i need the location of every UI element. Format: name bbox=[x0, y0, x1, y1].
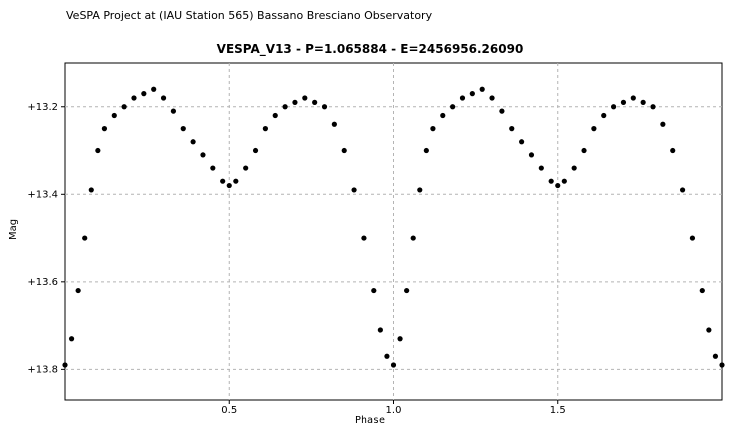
data-point bbox=[361, 235, 367, 241]
data-point bbox=[410, 235, 416, 241]
data-point bbox=[88, 187, 94, 193]
y-tick-label: +13.2 bbox=[27, 102, 58, 113]
data-point bbox=[620, 99, 627, 105]
data-point bbox=[706, 327, 712, 333]
data-point bbox=[469, 91, 475, 97]
data-point bbox=[404, 287, 410, 294]
observatory-header: VeSPA Project at (IAU Station 565) Bassa… bbox=[66, 9, 433, 22]
data-point bbox=[571, 165, 577, 171]
data-point bbox=[384, 353, 390, 359]
data-point bbox=[440, 112, 446, 119]
data-point bbox=[331, 121, 337, 127]
data-point bbox=[220, 178, 226, 184]
data-point bbox=[141, 91, 147, 97]
data-point bbox=[660, 121, 666, 127]
data-point bbox=[190, 139, 196, 145]
data-point bbox=[262, 126, 268, 132]
data-point bbox=[430, 126, 436, 132]
x-axis-label: Phase bbox=[354, 415, 386, 426]
data-point bbox=[131, 95, 137, 101]
data-point bbox=[151, 86, 157, 92]
data-point bbox=[650, 104, 656, 110]
data-point bbox=[170, 108, 177, 114]
y-tick-label: +13.8 bbox=[27, 364, 58, 375]
y-tick-label: +13.4 bbox=[27, 189, 58, 200]
data-point bbox=[312, 99, 318, 105]
data-point bbox=[82, 235, 88, 241]
data-point bbox=[610, 104, 617, 110]
data-point bbox=[581, 147, 587, 154]
data-point bbox=[519, 139, 525, 145]
data-point bbox=[561, 178, 567, 184]
data-point bbox=[670, 147, 676, 154]
data-point bbox=[499, 108, 505, 114]
data-point bbox=[321, 104, 328, 110]
data-point bbox=[555, 182, 561, 189]
chart-title: VESPA_V13 - P=1.065884 - E=2456956.26090 bbox=[216, 42, 524, 56]
data-point bbox=[679, 187, 686, 193]
data-point bbox=[528, 152, 535, 158]
data-point bbox=[160, 95, 167, 101]
data-point bbox=[591, 126, 597, 132]
data-point bbox=[200, 152, 206, 158]
data-point bbox=[210, 165, 216, 171]
data-point bbox=[712, 353, 719, 359]
data-point bbox=[95, 147, 101, 154]
data-point bbox=[341, 147, 347, 154]
data-point bbox=[233, 178, 239, 184]
data-point bbox=[75, 287, 81, 294]
data-point bbox=[272, 112, 278, 119]
data-point bbox=[489, 95, 495, 101]
data-point bbox=[719, 362, 725, 368]
data-point bbox=[68, 336, 75, 342]
data-point bbox=[509, 126, 515, 132]
data-point bbox=[292, 99, 298, 105]
data-point bbox=[459, 95, 466, 101]
data-point bbox=[699, 287, 705, 294]
data-point bbox=[377, 327, 383, 333]
data-point bbox=[62, 362, 68, 368]
data-point bbox=[302, 95, 308, 101]
data-point bbox=[450, 104, 456, 110]
data-point bbox=[689, 235, 696, 241]
data-point bbox=[423, 147, 429, 154]
data-point bbox=[390, 362, 397, 368]
data-point bbox=[252, 147, 259, 154]
x-tick-label: 1.5 bbox=[550, 405, 566, 416]
data-point bbox=[243, 165, 249, 171]
data-point bbox=[351, 187, 357, 193]
data-point bbox=[417, 187, 423, 193]
data-point bbox=[640, 99, 646, 105]
data-point bbox=[548, 178, 554, 184]
data-point bbox=[630, 95, 636, 101]
x-tick-label: 0.5 bbox=[221, 405, 237, 416]
y-tick-label: +13.6 bbox=[27, 277, 58, 288]
data-point bbox=[180, 126, 186, 132]
data-point bbox=[538, 165, 544, 171]
data-point bbox=[397, 336, 403, 342]
x-tick-label: 1.0 bbox=[386, 405, 402, 416]
data-point bbox=[111, 112, 117, 119]
data-point bbox=[479, 86, 485, 92]
data-point bbox=[101, 126, 108, 132]
data-point bbox=[282, 104, 288, 110]
data-point bbox=[226, 182, 232, 189]
data-point bbox=[601, 112, 607, 119]
data-point bbox=[121, 104, 127, 110]
data-point bbox=[371, 287, 377, 294]
